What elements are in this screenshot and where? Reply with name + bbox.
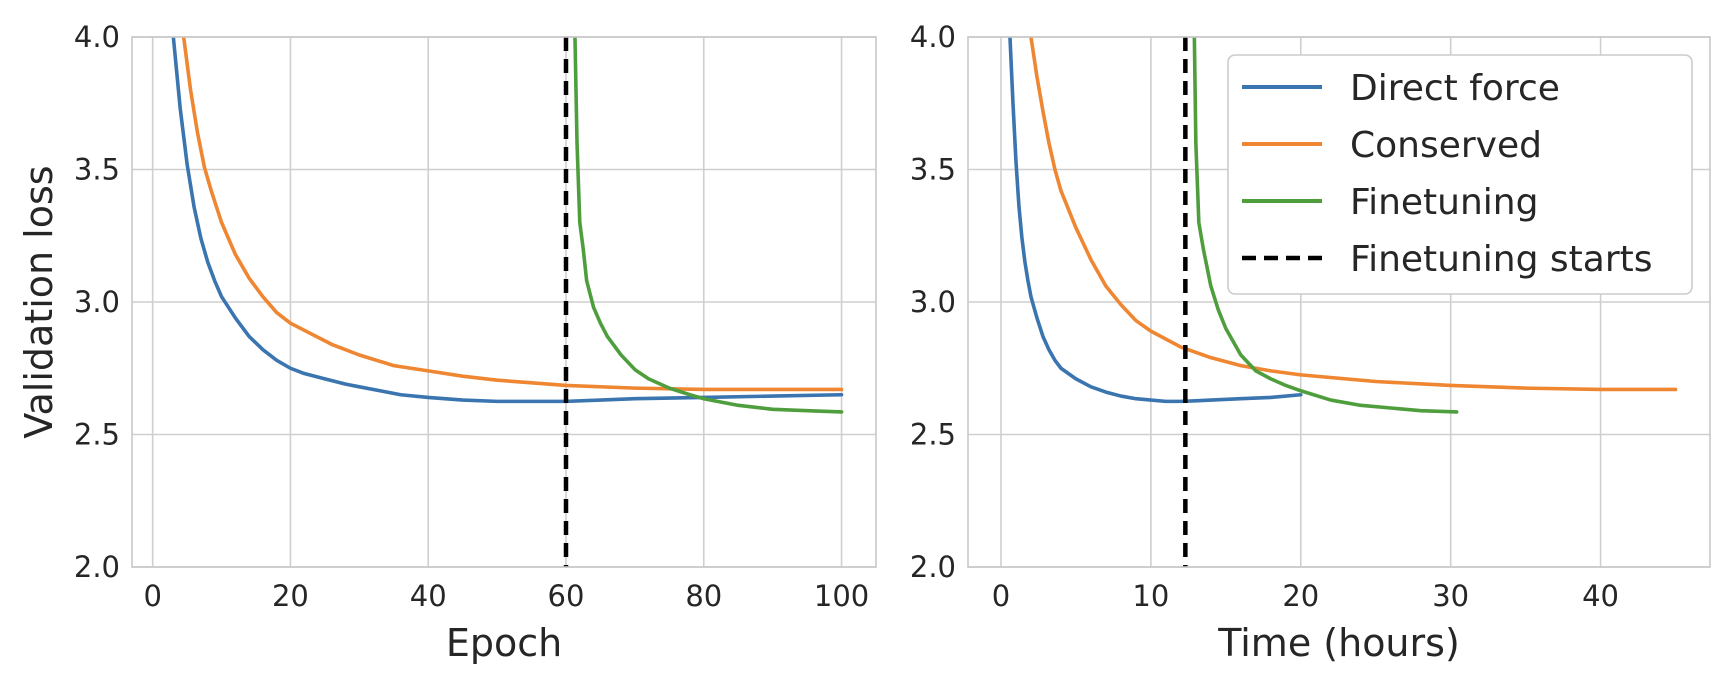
- legend-label-finetuning: Finetuning: [1350, 182, 1538, 223]
- right-x-axis-title: Time (hours): [1217, 621, 1460, 665]
- right-series-finetuning: [1192, 37, 1459, 414]
- left-y-tick-label: 2.5: [74, 418, 120, 452]
- right-plot-frame: [967, 36, 1711, 568]
- y-axis-title: Validation loss: [17, 165, 61, 438]
- legend-label-conserved: Conserved: [1350, 125, 1542, 166]
- right-y-tick-label: 3.0: [910, 285, 956, 319]
- left-x-tick-label: 20: [272, 579, 309, 613]
- legend: Direct force Conserved Finetuning Finetu…: [1227, 54, 1693, 295]
- left-y-tick-label: 4.0: [74, 20, 120, 54]
- right-x-tick-label: 0: [992, 579, 1010, 613]
- left-x-tick-label: 40: [410, 579, 447, 613]
- left-y-tick-label: 3.5: [74, 153, 120, 187]
- legend-box: [1227, 54, 1693, 295]
- left-series-direct-force: [171, 37, 844, 404]
- right-y-tick-label: 3.5: [910, 153, 956, 187]
- left-series-group: [171, 37, 844, 414]
- legend-entry-conserved: Conserved: [1242, 125, 1542, 166]
- left-x-tick-label: 80: [685, 579, 722, 613]
- left-series-finetuning: [573, 37, 844, 414]
- right-y-tick-label: 2.5: [910, 418, 956, 452]
- right-x-tick-labels: 0 10 20 30 40: [992, 579, 1619, 613]
- left-y-tick-label: 3.0: [74, 285, 120, 319]
- right-series-conserved: [1029, 37, 1678, 392]
- legend-entry-finetuning: Finetuning: [1242, 182, 1538, 223]
- legend-entry-finetuning-starts: Finetuning starts: [1242, 239, 1653, 280]
- left-x-tick-label: 0: [143, 579, 161, 613]
- right-y-tick-label: 4.0: [910, 20, 956, 54]
- right-x-tick-label: 10: [1132, 579, 1169, 613]
- left-plot-frame: [131, 36, 877, 568]
- left-x-tick-label: 60: [548, 579, 585, 613]
- right-y-tick-labels: 2.0 2.5 3.0 3.5 4.0: [910, 20, 956, 584]
- legend-label-direct-force: Direct force: [1350, 68, 1560, 109]
- legend-label-finetuning-starts: Finetuning starts: [1350, 239, 1653, 280]
- left-x-tick-label: 100: [814, 579, 869, 613]
- legend-entry-direct-force: Direct force: [1242, 68, 1560, 109]
- right-series-group: [1008, 37, 1678, 414]
- right-y-tick-label: 2.0: [910, 550, 956, 584]
- right-x-tick-label: 30: [1432, 579, 1469, 613]
- right-x-tick-label: 20: [1282, 579, 1319, 613]
- right-series-direct-force: [1008, 37, 1303, 404]
- right-x-tick-label: 40: [1582, 579, 1619, 613]
- left-y-tick-label: 2.0: [74, 550, 120, 584]
- left-series-conserved: [181, 37, 844, 392]
- left-y-tick-labels: 2.0 2.5 3.0 3.5 4.0: [74, 20, 120, 584]
- right-chart-panel: 0 10 20 30 40 2.0 2.5 3.0 3.5 4.0 Time (hours) D…: [910, 20, 1711, 665]
- left-x-axis-title: Epoch: [446, 621, 562, 665]
- left-chart-panel: 0 20 40 60 80 100 2.0 2.5 3.0 3.5 4.0 Epoch Valid…: [17, 20, 877, 665]
- left-x-tick-labels: 0 20 40 60 80 100: [143, 579, 869, 613]
